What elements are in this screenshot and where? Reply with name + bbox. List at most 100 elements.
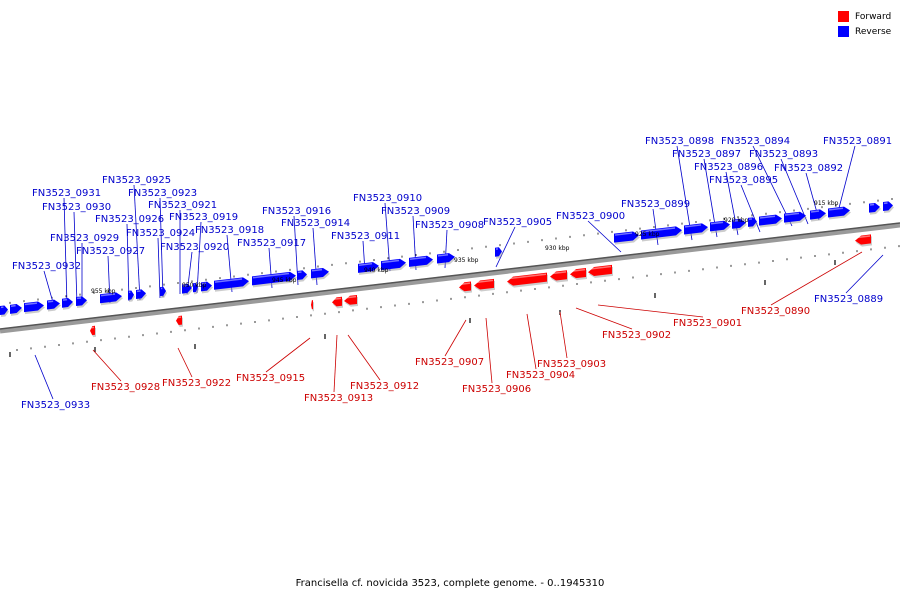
scale-label: 945 kbp	[272, 277, 297, 284]
reverse-gene-label[interactable]: FN3523_0919	[169, 212, 238, 223]
reverse-gene-label[interactable]: FN3523_0914	[281, 218, 350, 229]
reverse-gene-label[interactable]: FN3523_0905	[483, 217, 552, 228]
gene-rev-21[interactable]	[495, 247, 503, 259]
reverse-gene-label[interactable]: FN3523_0908	[415, 220, 484, 231]
reverse-gene-label[interactable]: FN3523_0920	[160, 242, 229, 253]
gene-fwd-3[interactable]	[332, 296, 343, 309]
gene-rev-19[interactable]	[409, 255, 434, 269]
gene-fwd-11[interactable]	[855, 234, 872, 247]
gene-rev-28[interactable]	[759, 214, 783, 228]
gene-rev-9[interactable]	[160, 286, 167, 299]
scale-label: 930 kbp	[545, 245, 570, 252]
reverse-gene-label[interactable]: FN3523_0896	[694, 162, 763, 173]
reverse-gene-label[interactable]: FN3523_0909	[381, 206, 450, 217]
legend-reverse[interactable]: Reverse	[838, 24, 891, 39]
gene-fwd-7[interactable]	[507, 272, 548, 288]
gene-rev-23[interactable]	[641, 226, 683, 242]
reverse-gene-label[interactable]: FN3523_0899	[621, 199, 690, 210]
gene-rev-25[interactable]	[710, 220, 731, 234]
forward-gene-label[interactable]: FN3523_0915	[236, 373, 305, 384]
gene-rev-15[interactable]	[297, 270, 308, 283]
reverse-gene-label[interactable]: FN3523_0893	[749, 149, 818, 160]
reverse-gene-label[interactable]: FN3523_0897	[672, 149, 741, 160]
reverse-gene-label[interactable]: FN3523_0895	[709, 175, 778, 186]
reverse-gene-label[interactable]: FN3523_0931	[32, 188, 101, 199]
reverse-gene-label[interactable]: FN3523_0889	[814, 294, 883, 305]
gene-rev-2[interactable]	[24, 301, 45, 315]
forward-gene-label[interactable]: FN3523_0904	[506, 370, 575, 381]
legend-forward[interactable]: Forward	[838, 9, 891, 24]
gene-fwd-1[interactable]	[176, 315, 183, 327]
reverse-gene-label[interactable]: FN3523_0933	[21, 400, 90, 411]
gene-rev-4[interactable]	[62, 297, 74, 310]
gene-fwd-2[interactable]	[311, 300, 314, 312]
reverse-gene-label[interactable]: FN3523_0925	[102, 175, 171, 186]
reverse-gene-label[interactable]: FN3523_0911	[331, 231, 400, 242]
gene-fwd-5[interactable]	[459, 281, 472, 294]
gene-fwd-6[interactable]	[474, 278, 495, 292]
reverse-gene-label[interactable]: FN3523_0923	[128, 188, 197, 199]
reverse-gene-label[interactable]: FN3523_0918	[195, 225, 264, 236]
forward-gene-label[interactable]: FN3523_0902	[602, 330, 671, 341]
forward-gene-label[interactable]: FN3523_0906	[462, 384, 531, 395]
gene-rev-32[interactable]	[869, 202, 881, 215]
gene-rev-3[interactable]	[47, 299, 61, 312]
reverse-gene-label[interactable]: FN3523_0910	[353, 193, 422, 204]
forward-gene-label[interactable]: FN3523_0890	[741, 306, 810, 317]
reverse-gene-label[interactable]: FN3523_0924	[126, 228, 195, 239]
forward-gene-label[interactable]: FN3523_0913	[304, 393, 373, 404]
gene-rev-20[interactable]	[437, 253, 456, 266]
gene-rev-24[interactable]	[684, 223, 709, 237]
scale-label: 940 kbp	[364, 267, 389, 274]
gene-fwd-0[interactable]	[90, 325, 96, 338]
gene-rev-31[interactable]	[828, 206, 851, 220]
forward-gene-label[interactable]: FN3523_0903	[537, 359, 606, 370]
reverse-gene-label[interactable]: FN3523_0891	[823, 136, 892, 147]
forward-gene-label[interactable]: FN3523_0928	[91, 382, 160, 393]
gene-rev-33[interactable]	[883, 201, 894, 214]
gene-rev-17[interactable]	[358, 262, 380, 275]
reverse-gene-label[interactable]: FN3523_0932	[12, 261, 81, 272]
gene-fwd-10[interactable]	[588, 264, 613, 279]
gene-rev-14[interactable]	[252, 271, 297, 288]
gene-fwd-9[interactable]	[570, 267, 587, 281]
gene-rev-12[interactable]	[201, 281, 213, 294]
forward-gene-label[interactable]: FN3523_0912	[350, 381, 419, 392]
gene-rev-29[interactable]	[784, 211, 807, 225]
gene-rev-10[interactable]	[182, 283, 193, 296]
gene-rev-27[interactable]	[748, 217, 758, 229]
reverse-gene-label[interactable]: FN3523_0898	[645, 136, 714, 147]
reverse-gene-label[interactable]: FN3523_0900	[556, 211, 625, 222]
reverse-gene-label[interactable]: FN3523_0926	[95, 214, 164, 225]
reverse-gene-label[interactable]: FN3523_0929	[50, 233, 119, 244]
forward-gene-label[interactable]: FN3523_0901	[673, 318, 742, 329]
gene-rev-0[interactable]	[0, 305, 9, 317]
gene-rev-6[interactable]	[100, 292, 123, 306]
gene-fwd-8[interactable]	[550, 270, 568, 283]
reverse-gene-label[interactable]: FN3523_0930	[42, 202, 111, 213]
reverse-gene-label[interactable]: FN3523_0892	[774, 163, 843, 174]
reverse-gene-label[interactable]: FN3523_0917	[237, 238, 306, 249]
gene-rev-8[interactable]	[136, 289, 147, 301]
legend-reverse-label: Reverse	[855, 26, 892, 37]
gene-rev-13[interactable]	[214, 277, 250, 292]
gene-rev-30[interactable]	[810, 209, 827, 222]
gene-rev-22[interactable]	[614, 231, 640, 245]
reverse-gene-label[interactable]: FN3523_0894	[721, 136, 790, 147]
reverse-gene-label[interactable]: FN3523_0927	[76, 246, 145, 257]
scale-label: 925 kbp	[635, 231, 660, 238]
gene-rev-5[interactable]	[76, 296, 88, 309]
reverse-gene-label[interactable]: FN3523_0916	[262, 206, 331, 217]
gene-rev-1[interactable]	[10, 304, 23, 316]
forward-gene-label[interactable]: FN3523_0922	[162, 378, 231, 389]
gene-rev-7[interactable]	[128, 290, 135, 302]
gene-fwd-4[interactable]	[344, 294, 358, 307]
forward-gene-label[interactable]: FN3523_0907	[415, 357, 484, 368]
scale-labels: 955 kbp 950 kbp 945 kbp 940 kbp 935 kbp 930 k…	[91, 200, 839, 295]
reverse-gene-label[interactable]: FN3523_0921	[148, 200, 217, 211]
gene-rev-16[interactable]	[311, 267, 330, 281]
gene-rev-26[interactable]	[732, 218, 747, 231]
gene-rev-18[interactable]	[381, 258, 407, 273]
gene-rev-11[interactable]	[193, 282, 199, 295]
